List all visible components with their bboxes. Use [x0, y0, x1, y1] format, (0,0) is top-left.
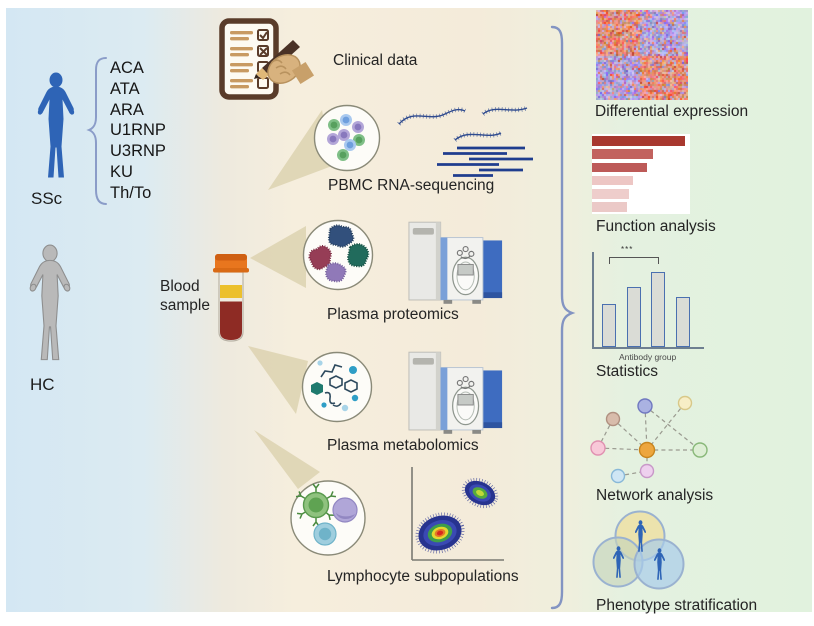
- statistics-bar: [627, 287, 641, 347]
- function-analysis-bar-chart: [592, 134, 690, 214]
- ssc-cohort-label: SSc: [31, 189, 62, 209]
- antibody-label: ATA: [110, 79, 166, 100]
- antibody-label: ACA: [110, 58, 166, 79]
- venn-diagram-people-icon: [592, 508, 692, 592]
- ssc-person-icon: [31, 68, 81, 185]
- figure-study-design: SSc ACA ATA ARA U1RNP U3RNP KU Th/To HC: [0, 0, 814, 626]
- mass-spectrometer-icon: [408, 221, 504, 305]
- blood-tube-icon: [212, 252, 250, 344]
- pbmc-cells-icon: [313, 104, 381, 172]
- plasma-metabolomics-label: Plasma metabolomics: [327, 437, 479, 455]
- differential-expression-label: Differential expression: [595, 103, 748, 121]
- function-analysis-bar: [592, 202, 627, 212]
- metabolite-molecules-icon: [301, 351, 373, 423]
- network-graph-icon: [588, 395, 714, 487]
- flow-cytometry-plot-icon: [406, 463, 508, 565]
- antibody-label: U3RNP: [110, 141, 166, 162]
- heatmap-icon: [596, 10, 688, 100]
- protein-blobs-icon: [302, 219, 374, 291]
- function-analysis-label: Function analysis: [596, 218, 716, 236]
- plasma-proteomics-label: Plasma proteomics: [327, 306, 459, 324]
- antibody-group-axis-label: Antibody group: [619, 352, 676, 362]
- antibody-list: ACA ATA ARA U1RNP U3RNP KU Th/To: [110, 58, 166, 204]
- statistics-bar: [676, 297, 690, 347]
- clinical-data-label: Clinical data: [333, 52, 417, 70]
- lymphocyte-subpopulations-label: Lymphocyte subpopulations: [327, 568, 519, 586]
- significance-bracket: [609, 257, 659, 264]
- antibody-label: Th/To: [110, 183, 166, 204]
- antibody-label: KU: [110, 162, 166, 183]
- statistics-bar: [651, 272, 665, 347]
- network-analysis-label: Network analysis: [596, 487, 713, 505]
- function-analysis-bar: [592, 189, 629, 199]
- pbmc-rna-seq-label: PBMC RNA-sequencing: [328, 177, 494, 195]
- mass-spectrometer-icon: [408, 351, 504, 435]
- function-analysis-bar: [592, 136, 685, 146]
- antibody-label: U1RNP: [110, 120, 166, 141]
- statistics-label: Statistics: [596, 363, 658, 381]
- hc-person-icon: [18, 244, 82, 364]
- statistics-bar-chart: [592, 252, 704, 349]
- lymphocyte-cells-icon: [289, 479, 367, 557]
- significance-stars: ***: [621, 245, 633, 254]
- statistics-bar: [602, 304, 616, 347]
- sequencing-reads-icon: [437, 148, 533, 176]
- phenotype-stratification-label: Phenotype stratification: [596, 597, 757, 615]
- function-analysis-bar: [592, 163, 647, 173]
- antibody-label: ARA: [110, 100, 166, 121]
- antibody-brace: [86, 56, 108, 208]
- rna-strands-and-reads-icon: [395, 98, 540, 183]
- function-analysis-bar: [592, 176, 633, 186]
- collector-brace: [545, 25, 580, 613]
- hc-cohort-label: HC: [30, 375, 55, 395]
- function-analysis-bar: [592, 149, 653, 159]
- clipboard-with-pen-icon: [215, 18, 317, 100]
